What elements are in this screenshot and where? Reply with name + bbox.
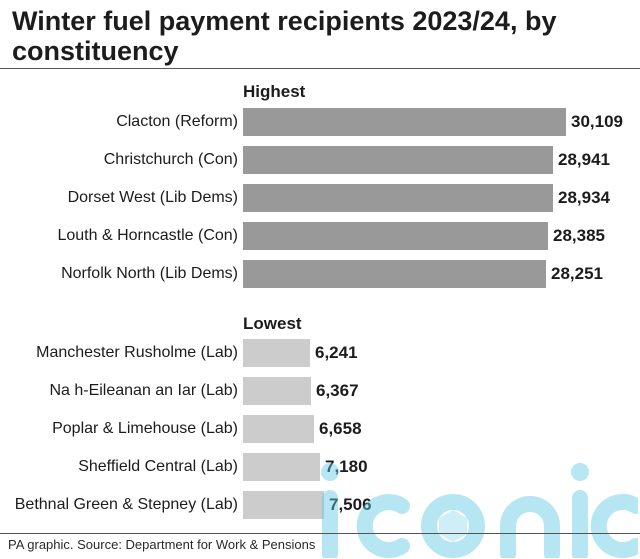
title-divider bbox=[0, 68, 640, 69]
section-heading-lowest: Lowest bbox=[243, 314, 302, 333]
value-label: 28,941 bbox=[558, 150, 610, 169]
bar bbox=[243, 491, 324, 519]
value-label: 28,385 bbox=[553, 226, 605, 245]
bar bbox=[243, 339, 310, 367]
category-label: Louth & Horncastle (Con) bbox=[57, 227, 238, 244]
value-label: 28,251 bbox=[551, 264, 603, 283]
value-label: 6,241 bbox=[315, 343, 358, 362]
bar bbox=[243, 453, 320, 481]
value-label: 7,180 bbox=[325, 457, 368, 476]
bar bbox=[243, 184, 553, 212]
category-label: Norfolk North (Lib Dems) bbox=[61, 265, 238, 282]
chart-title: Winter fuel payment recipients 2023/24, … bbox=[12, 6, 557, 66]
category-label: Christchurch (Con) bbox=[103, 151, 238, 168]
section-heading-highest: Highest bbox=[243, 82, 306, 101]
value-label: 28,934 bbox=[558, 188, 610, 207]
value-label: 7,506 bbox=[329, 495, 372, 514]
category-label: Bethnal Green & Stepney (Lab) bbox=[14, 496, 238, 513]
bar bbox=[243, 222, 548, 250]
category-label: Poplar & Limehouse (Lab) bbox=[52, 420, 238, 437]
bar bbox=[243, 260, 546, 288]
bar bbox=[243, 377, 311, 405]
bar bbox=[243, 415, 314, 443]
source-note: PA graphic. Source: Department for Work … bbox=[8, 537, 316, 552]
value-label: 6,658 bbox=[319, 419, 362, 438]
value-label: 30,109 bbox=[571, 112, 623, 131]
category-label: Sheffield Central (Lab) bbox=[78, 458, 238, 475]
category-label: Clacton (Reform) bbox=[116, 113, 238, 130]
bar bbox=[243, 108, 566, 136]
bar bbox=[243, 146, 553, 174]
category-label: Manchester Rusholme (Lab) bbox=[36, 344, 238, 361]
footer-divider bbox=[0, 533, 640, 534]
category-label: Dorset West (Lib Dems) bbox=[67, 189, 238, 206]
value-label: 6,367 bbox=[316, 381, 359, 400]
category-label: Na h-Eileanan an Iar (Lab) bbox=[49, 382, 238, 399]
